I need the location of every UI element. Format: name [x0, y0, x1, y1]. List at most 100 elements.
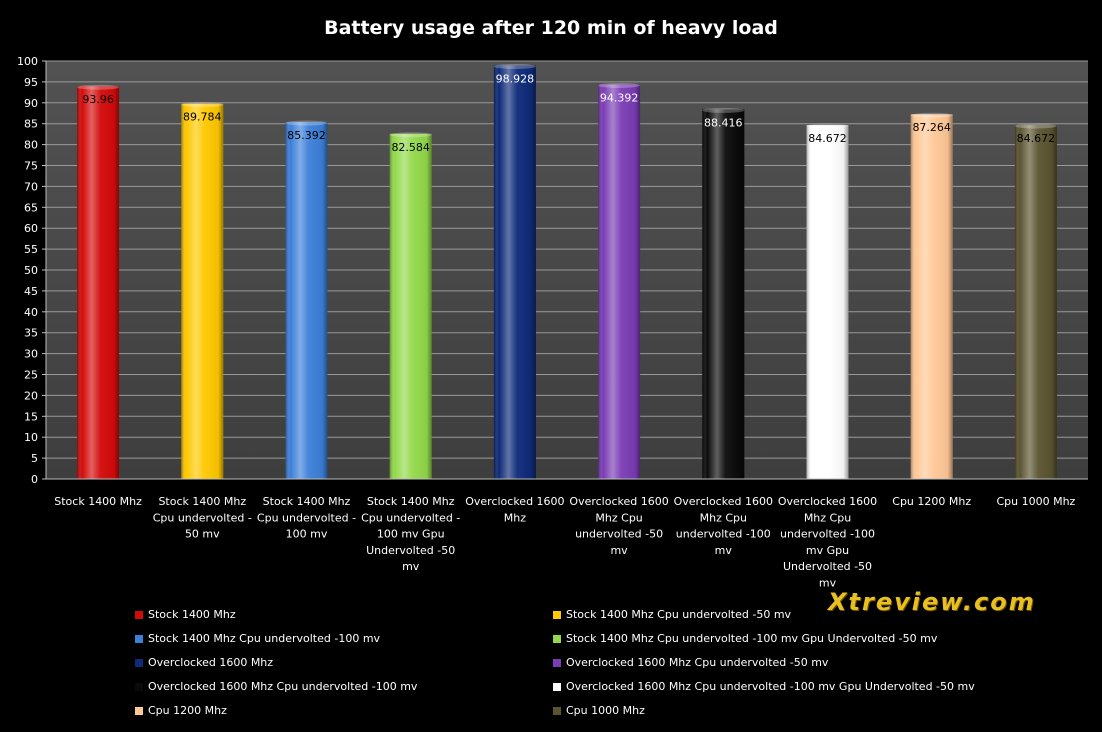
- x-tick-label-7: Overclocked 1600 Mhz Cpu undervolted -100 m…: [674, 495, 773, 557]
- legend-label: Stock 1400 Mhz Cpu undervolted -100 mv: [148, 632, 381, 645]
- y-tick-label: 0: [31, 473, 38, 486]
- value-label-2: 89.784: [183, 111, 222, 124]
- value-label-3: 85.392: [287, 129, 326, 142]
- legend-label: Cpu 1000 Mhz: [566, 704, 645, 717]
- y-tick-label: 50: [24, 264, 38, 277]
- legend-label: Overclocked 1600 Mhz Cpu undervolted -50…: [566, 656, 829, 669]
- value-label-6: 94.392: [600, 91, 639, 104]
- legend: Stock 1400 Mhz Stock 1400 Mhz Cpu undervo…: [135, 608, 1035, 726]
- legend-item-5: Overclocked 1600 Mhz: [135, 656, 273, 669]
- bar-top: [493, 63, 536, 69]
- y-tick-label: 25: [24, 369, 38, 382]
- bar-4: [389, 132, 432, 479]
- y-tick-label: 85: [24, 118, 38, 131]
- bars: [77, 63, 1057, 480]
- bar-top: [285, 120, 328, 126]
- value-label-10: 84.672: [1017, 132, 1056, 145]
- bar-shine: [806, 125, 849, 479]
- legend-item-8: Overclocked 1600 Mhz Cpu undervolted -10…: [553, 680, 975, 693]
- y-tick-label: 15: [24, 410, 38, 423]
- value-labels: 93.96 89.784 85.392 82.584 98.928 94.392 88.41…: [82, 72, 1055, 153]
- bar-top: [598, 82, 641, 88]
- x-tick-label-6: Overclocked 1600 Mhz Cpu undervolted -50 mv: [569, 495, 668, 557]
- y-axis-ticks: 0 5 10 15 20 25 30 35 40 45 50 55 60 65 70 75 80 85 90 95 10…: [17, 55, 46, 486]
- bar-shine: [77, 86, 120, 480]
- legend-swatch: [553, 658, 561, 667]
- y-tick-label: 45: [24, 285, 38, 298]
- value-label-1: 93.96: [82, 93, 114, 106]
- legend-label: Overclocked 1600 Mhz: [148, 656, 274, 669]
- y-tick-label: 70: [24, 180, 38, 193]
- bar-shine: [598, 84, 641, 479]
- legend-swatch: [135, 610, 143, 619]
- bar-5: [493, 63, 536, 479]
- bar-shine: [389, 133, 432, 479]
- bar-top: [1014, 123, 1057, 129]
- y-tick-label: 30: [24, 348, 38, 361]
- bar-6: [598, 82, 641, 479]
- bar-2: [181, 102, 224, 479]
- y-tick-label: 55: [24, 243, 38, 256]
- y-tick-label: 5: [31, 452, 38, 465]
- y-tick-label: 100: [17, 55, 38, 68]
- y-tick-label: 90: [24, 97, 38, 110]
- y-tick-label: 35: [24, 327, 38, 340]
- bar-10: [1014, 123, 1057, 479]
- legend-label: Cpu 1200 Mhz: [148, 704, 227, 717]
- bar-shine: [702, 109, 745, 480]
- y-tick-label: 40: [24, 306, 38, 319]
- legend-label: Stock 1400 Mhz Cpu undervolted -100 mv G…: [566, 632, 938, 645]
- legend-swatch: [135, 634, 143, 643]
- value-label-9: 87.264: [912, 121, 951, 134]
- legend-item-1: Stock 1400 Mhz: [135, 608, 236, 621]
- legend-label: Overclocked 1600 Mhz Cpu undervolted -10…: [148, 680, 418, 693]
- y-tick-label: 60: [24, 222, 38, 235]
- bar-shine: [910, 114, 953, 479]
- value-label-5: 98.928: [496, 72, 535, 85]
- legend-item-6: Overclocked 1600 Mhz Cpu undervolted -50…: [553, 656, 828, 669]
- y-tick-label: 65: [24, 201, 38, 214]
- bar-shine: [493, 65, 536, 479]
- bar-1: [77, 84, 120, 480]
- legend-swatch: [553, 634, 561, 643]
- bar-8: [806, 123, 849, 479]
- legend-swatch: [553, 610, 561, 619]
- x-tick-label-10: Cpu 1000 Mhz: [996, 495, 1075, 508]
- x-tick-label-4: Stock 1400 Mhz Cpu undervolted -100 mv Gp…: [361, 495, 460, 573]
- bar-top: [389, 132, 432, 138]
- bar-top: [910, 112, 953, 118]
- legend-swatch: [135, 682, 143, 691]
- legend-swatch: [553, 682, 561, 691]
- bar-shine: [181, 103, 224, 479]
- bar-7: [702, 107, 745, 480]
- y-tick-label: 80: [24, 139, 38, 152]
- legend-item-7: Overclocked 1600 Mhz Cpu undervolted -10…: [135, 680, 417, 693]
- value-label-7: 88.416: [704, 116, 743, 129]
- legend-label: Stock 1400 Mhz Cpu undervolted -50 mv: [566, 608, 792, 621]
- x-tick-label-9: Cpu 1200 Mhz: [892, 495, 971, 508]
- legend-label: Stock 1400 Mhz: [148, 608, 236, 621]
- bar-top: [806, 123, 849, 129]
- legend-swatch: [135, 658, 143, 667]
- bar-shine: [1014, 125, 1057, 479]
- x-tick-label-2: Stock 1400 Mhz Cpu undervolted -50 mv: [153, 495, 252, 541]
- y-tick-label: 20: [24, 389, 38, 402]
- x-tick-label-8: Overclocked 1600 Mhz Cpu undervolted -100 m…: [778, 495, 877, 590]
- chart-title: Battery usage after 120 min of heavy loa…: [324, 17, 778, 39]
- bar-3: [285, 120, 328, 480]
- watermark-logo: Xtreview.com: [828, 588, 1036, 616]
- y-tick-label: 95: [24, 76, 38, 89]
- x-tick-label-3: Stock 1400 Mhz Cpu undervolted -100 mv: [257, 495, 356, 541]
- bar-9: [910, 112, 953, 479]
- x-axis-category-labels: Stock 1400 Mhz Stock 1400 Mhz Cpu undervol…: [54, 495, 1075, 590]
- legend-label: Overclocked 1600 Mhz Cpu undervolted -10…: [566, 680, 975, 693]
- value-label-8: 84.672: [808, 132, 847, 145]
- y-tick-label: 10: [24, 431, 38, 444]
- legend-item-2: Stock 1400 Mhz Cpu undervolted -50 mv: [553, 608, 791, 621]
- bar-top: [702, 107, 745, 113]
- x-tick-label-5: Overclocked 1600 Mhz: [465, 495, 564, 524]
- bar-shine: [285, 122, 328, 480]
- bar-top: [77, 84, 120, 90]
- y-tick-label: 75: [24, 160, 38, 173]
